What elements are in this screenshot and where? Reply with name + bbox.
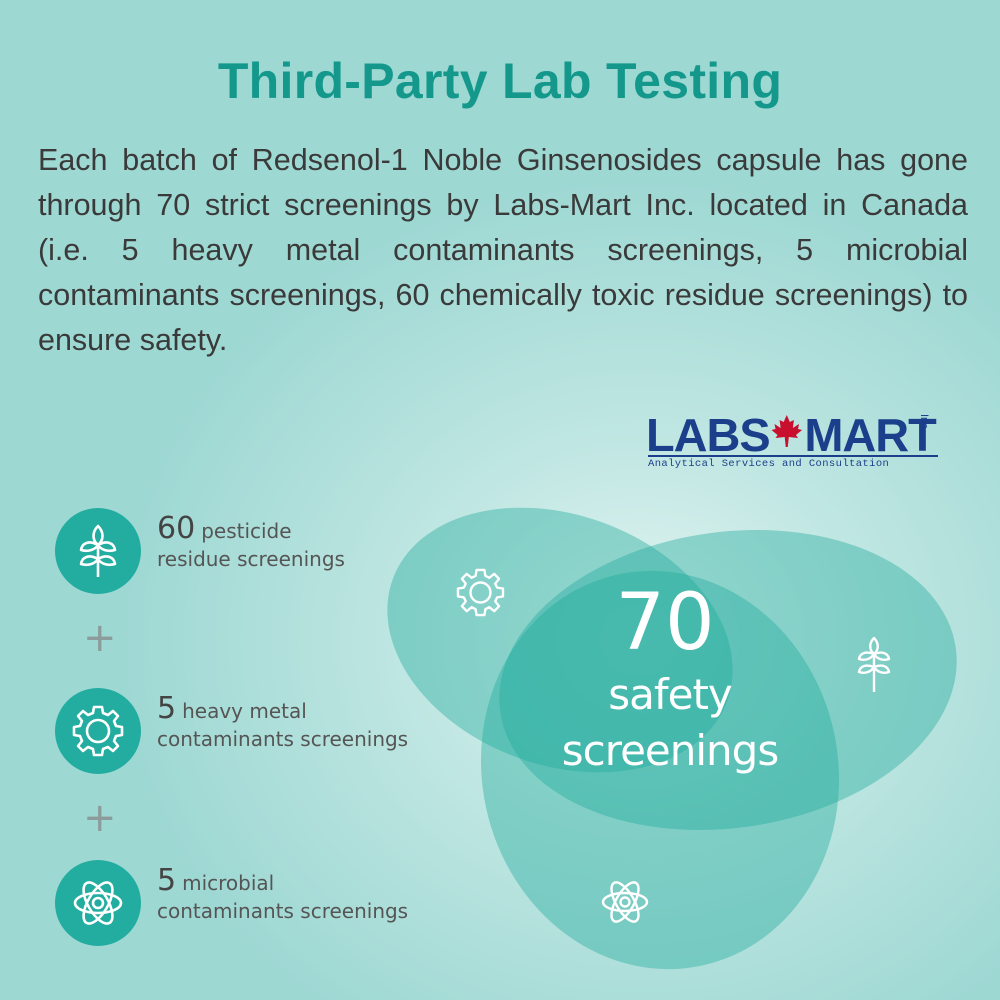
gear-icon xyxy=(456,568,505,617)
item-text: 5 heavy metal contaminants screenings xyxy=(157,694,408,752)
item-number: 5 xyxy=(157,691,177,726)
venn-ellipse-right xyxy=(499,529,957,831)
atom-icon xyxy=(601,881,649,923)
venn-ellipse-left xyxy=(387,507,733,773)
item-label-1: pesticide xyxy=(201,519,292,543)
intro-paragraph: Each batch of Redsenol-1 Noble Ginsenosi… xyxy=(38,143,968,357)
plus-sign: + xyxy=(83,615,117,661)
item-label-1: heavy metal xyxy=(182,699,307,723)
logo-word-left: LABS xyxy=(646,409,771,461)
center-number: 70 xyxy=(615,578,715,668)
logo-wordmark: LABS MART xyxy=(646,408,937,462)
venn-ellipse-bottom xyxy=(480,570,840,970)
plus-sign: + xyxy=(83,795,117,841)
item-heavy-metal: 5 heavy metal contaminants screenings xyxy=(55,688,495,774)
gear-icon xyxy=(72,705,124,757)
logo-divider xyxy=(648,455,938,457)
logo-word-right: MART xyxy=(804,409,936,461)
item-number: 5 xyxy=(157,863,177,898)
wheat-icon xyxy=(79,524,117,577)
item-label-2: contaminants screenings xyxy=(157,727,409,751)
logo-tagline: Analytical Services and Consultation xyxy=(648,458,890,470)
item-icon-circle xyxy=(55,688,141,774)
item-label-2: residue screenings xyxy=(157,547,345,571)
item-microbial: 5 microbial contaminants screenings xyxy=(55,860,495,946)
item-icon-circle xyxy=(55,508,141,594)
maple-leaf-icon xyxy=(771,415,803,447)
center-label-2: screenings xyxy=(561,726,779,775)
page-title: Third-Party Lab Testing xyxy=(217,53,783,109)
item-icon-circle xyxy=(55,860,141,946)
labs-mart-logo: LABS MART Inc. Analytical Services and Co… xyxy=(646,408,946,472)
item-text: 60 pesticide residue screenings xyxy=(157,514,345,572)
logo-inc: Inc. xyxy=(918,414,930,432)
item-label-2: contaminants screenings xyxy=(157,899,409,923)
wheat-icon xyxy=(857,636,891,692)
item-label-1: microbial xyxy=(182,871,275,895)
venn-diagram xyxy=(387,507,957,970)
item-number: 60 xyxy=(157,511,196,546)
item-pesticide: 60 pesticide residue screenings xyxy=(55,508,495,594)
center-label-1: safety xyxy=(608,670,733,719)
atom-icon xyxy=(73,881,123,925)
item-text: 5 microbial contaminants screenings xyxy=(157,866,408,924)
